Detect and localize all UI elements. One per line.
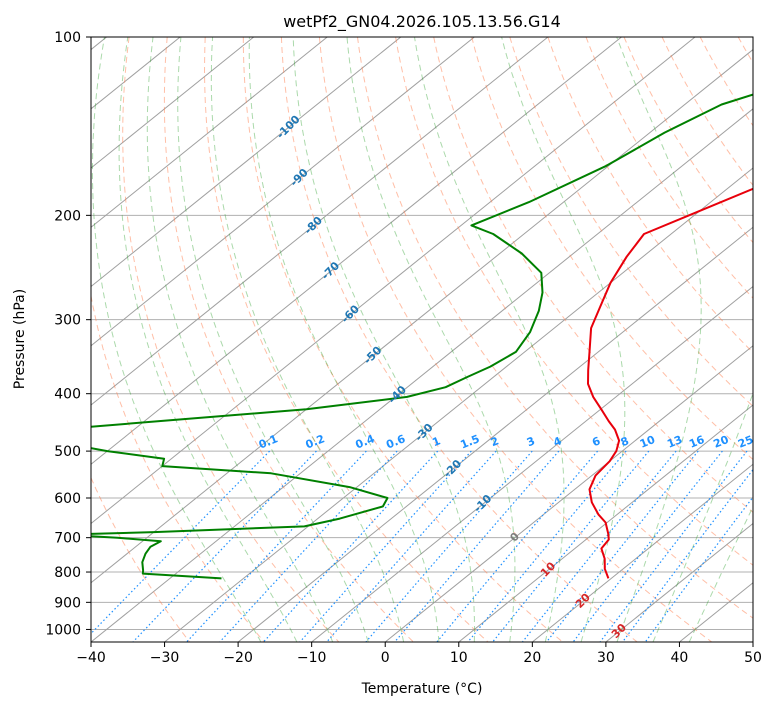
y-tick-label: 400 bbox=[54, 387, 81, 403]
x-tick-label: 50 bbox=[744, 650, 762, 666]
y-tick-label: 300 bbox=[54, 313, 81, 329]
x-tick-label: 40 bbox=[671, 650, 689, 666]
moist-adiabat bbox=[689, 37, 775, 642]
isotherm-line bbox=[385, 37, 775, 642]
mixing-ratio-line bbox=[493, 451, 649, 642]
y-tick-label: 100 bbox=[54, 30, 81, 46]
dry-adiabat bbox=[319, 37, 711, 642]
y-tick-label: 500 bbox=[54, 444, 81, 460]
moist-adiabat bbox=[617, 37, 702, 642]
x-tick-label: −10 bbox=[297, 650, 327, 666]
y-axis-title: Pressure (hPa) bbox=[12, 289, 28, 389]
x-tick-label: 30 bbox=[597, 650, 615, 666]
mixing-ratio-line bbox=[437, 451, 598, 642]
isotherm-label: -90 bbox=[288, 166, 311, 189]
chart-title: wetPf2_GN04.2026.105.13.56.G14 bbox=[283, 12, 561, 32]
moist-adiabat bbox=[502, 37, 625, 642]
y-tick-label: 200 bbox=[54, 208, 81, 224]
isotherm-line bbox=[0, 37, 401, 642]
moist-adiabat bbox=[347, 37, 515, 642]
isotherm-line bbox=[17, 37, 768, 642]
isotherm-label: -70 bbox=[319, 259, 342, 282]
isotherm-line bbox=[0, 37, 254, 642]
mixing-ratio-line bbox=[327, 451, 496, 642]
isotherm-label: 30 bbox=[609, 621, 629, 641]
moist-adiabat bbox=[119, 37, 297, 642]
dry-adiabat bbox=[738, 37, 775, 642]
mixing-ratio-line bbox=[83, 451, 270, 642]
temperature-profile bbox=[588, 37, 775, 578]
y-tick-label: 900 bbox=[54, 595, 81, 611]
x-tick-label: −30 bbox=[150, 650, 180, 666]
mixing-ratio-label: 3 bbox=[525, 434, 537, 449]
x-tick-label: 10 bbox=[450, 650, 468, 666]
isotherm-label: 10 bbox=[538, 559, 558, 579]
mixing-ratio-label: 0.1 bbox=[257, 432, 280, 451]
isotherm-line bbox=[679, 37, 775, 642]
mixing-ratio-line bbox=[395, 451, 559, 642]
x-axis-title: Temperature (°C) bbox=[361, 681, 483, 697]
mixing-ratio-label: 25 bbox=[736, 433, 755, 451]
mixing-ratio-label: 6 bbox=[590, 434, 602, 449]
isotherm-label: -10 bbox=[471, 492, 494, 515]
moist-adiabat bbox=[415, 37, 565, 642]
isotherm-line bbox=[459, 37, 775, 642]
x-tick-label: 0 bbox=[381, 650, 390, 666]
x-tick-label: 20 bbox=[523, 650, 541, 666]
isotherm-line bbox=[238, 37, 775, 642]
moist-adiabat bbox=[178, 37, 369, 642]
dry-adiabat bbox=[434, 37, 775, 642]
x-tick-label: −40 bbox=[76, 650, 106, 666]
isotherm-label: -80 bbox=[302, 214, 325, 237]
isotherm-line bbox=[312, 37, 775, 642]
y-tick-label: 600 bbox=[54, 491, 81, 507]
dry-adiabat bbox=[700, 37, 775, 642]
isotherm-label: 20 bbox=[573, 591, 593, 611]
y-tick-label: 800 bbox=[54, 565, 81, 581]
dry-adiabat bbox=[34, 37, 189, 642]
isotherm-line bbox=[165, 37, 775, 642]
isotherm-label: -100 bbox=[274, 113, 303, 142]
mixing-ratio-label: 0.2 bbox=[304, 432, 327, 451]
dry-adiabat bbox=[123, 37, 339, 642]
mixing-ratio-line bbox=[264, 451, 438, 642]
plot-frame bbox=[91, 37, 753, 642]
x-tick-label: −20 bbox=[223, 650, 253, 666]
isotherm-line bbox=[0, 37, 621, 642]
mixing-ratio-label: 2 bbox=[489, 434, 501, 449]
mixing-ratio-label: 8 bbox=[619, 434, 631, 449]
isotherm-line bbox=[606, 37, 775, 642]
y-tick-label: 700 bbox=[54, 531, 81, 547]
mixing-ratio-label: 0.4 bbox=[354, 432, 377, 451]
moist-adiabat bbox=[147, 37, 332, 642]
mixing-ratio-label: 16 bbox=[687, 433, 706, 451]
mixing-ratio-label: 13 bbox=[665, 433, 684, 451]
y-tick-label: 1000 bbox=[45, 622, 81, 638]
dry-adiabat bbox=[205, 37, 489, 642]
moist-adiabat bbox=[293, 37, 474, 642]
mixing-ratio-line bbox=[300, 451, 471, 642]
moist-adiabat bbox=[653, 37, 775, 642]
mixing-ratio-label: 1 bbox=[430, 434, 442, 449]
isotherm-line bbox=[0, 37, 474, 642]
isotherm-line bbox=[532, 37, 775, 642]
isotherm-line bbox=[753, 37, 775, 642]
isotherm-label: -20 bbox=[441, 457, 464, 480]
moist-adiabat bbox=[92, 37, 261, 642]
mixing-ratio-line bbox=[187, 451, 367, 642]
